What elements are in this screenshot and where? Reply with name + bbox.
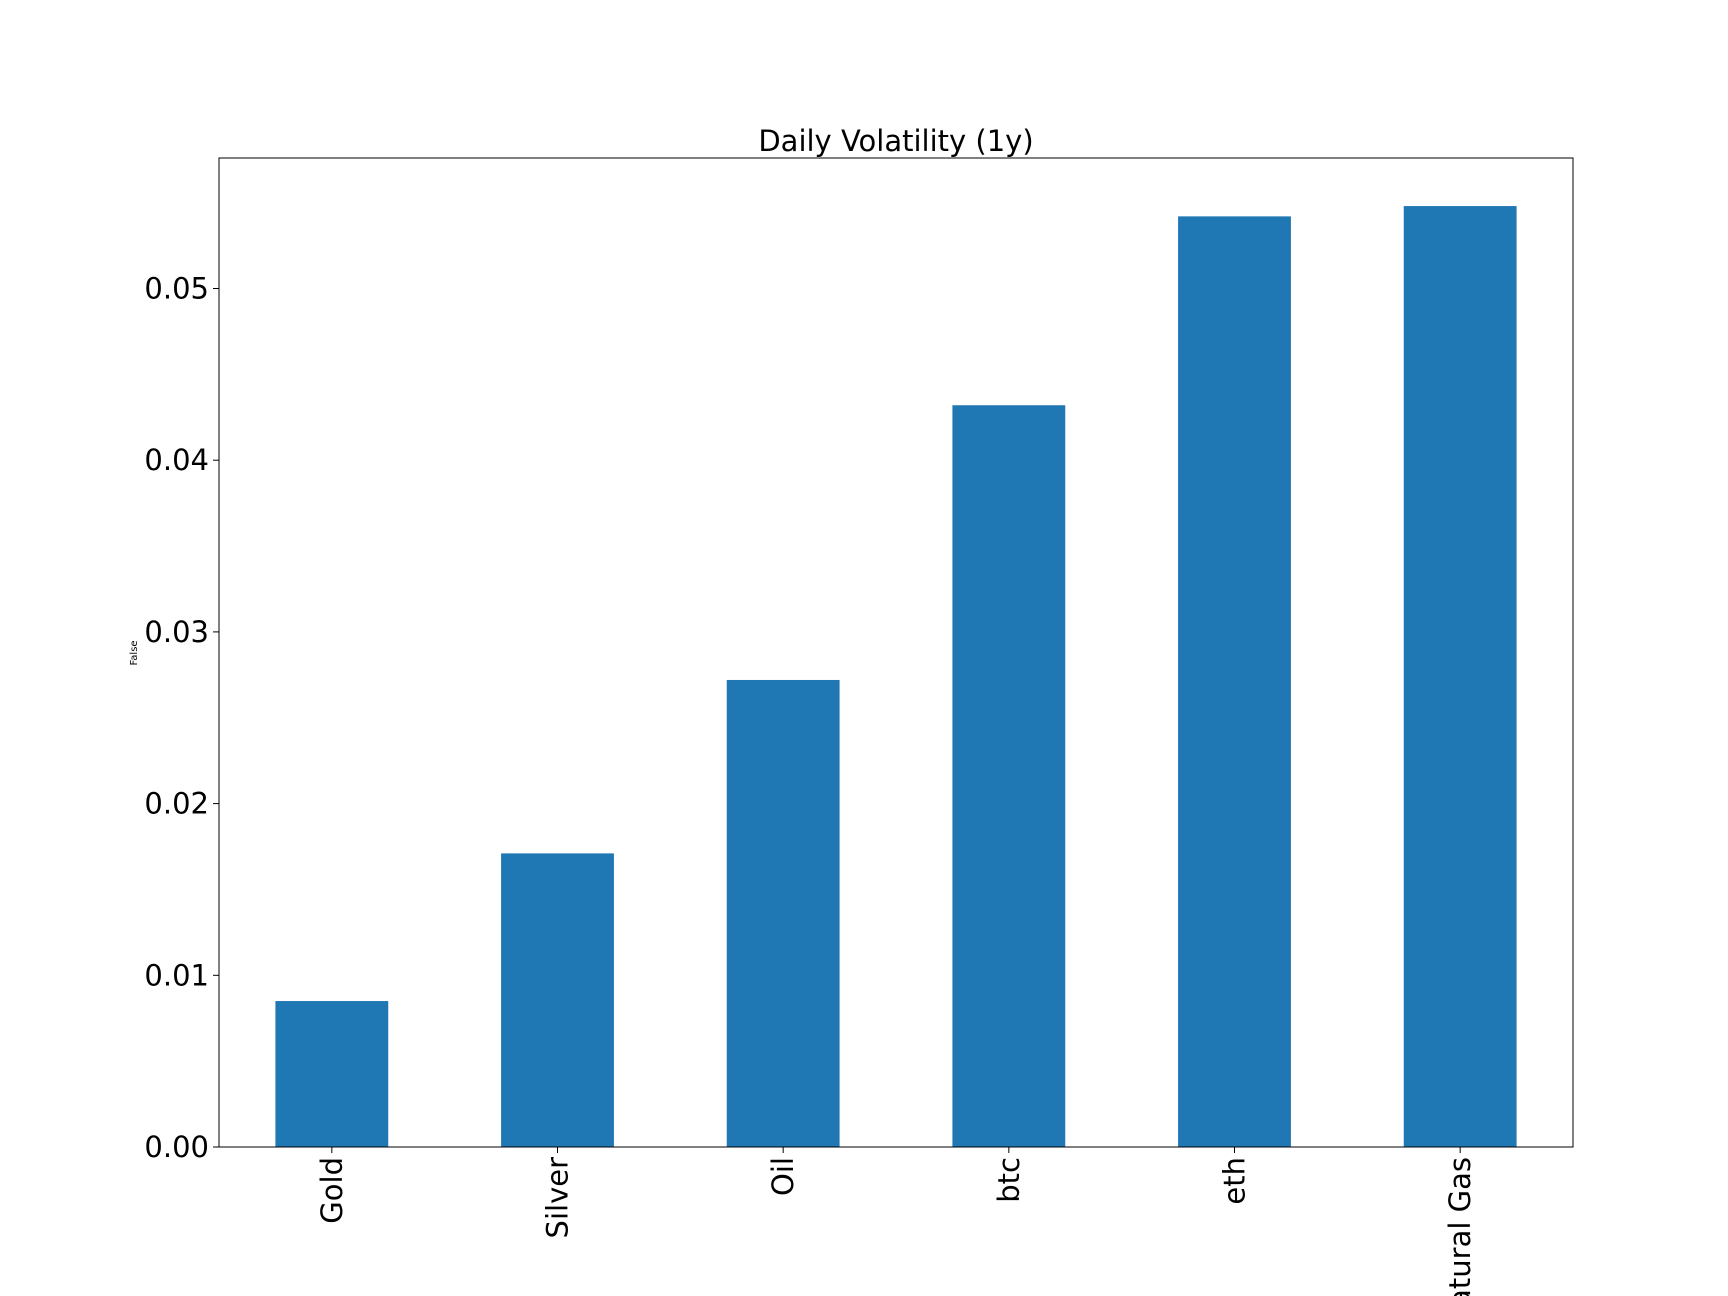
bar-btc [952,405,1066,1147]
x-tick-label-silver: Silver [541,1157,575,1239]
bar-eth [1178,216,1291,1147]
bar-natural-gas [1403,206,1517,1147]
y-axis-ticks: 0.00 0.01 0.02 0.03 0.04 0.05 [144,271,219,1164]
y-tick-label: 0.05 [144,271,209,305]
y-axis-label: False [129,640,140,665]
y-tick-label: 0.00 [144,1130,209,1164]
x-tick-label-oil: Oil [766,1157,800,1196]
y-tick-label: 0.02 [144,787,209,821]
bars-group [275,206,1517,1147]
y-tick-label: 0.04 [144,443,209,477]
x-tick-label-gold: Gold [315,1157,349,1224]
x-axis-ticks: Gold Silver Oil btc eth Natural Gas [315,1147,1477,1296]
bar-silver [501,853,614,1147]
x-tick-label-btc: btc [992,1157,1026,1203]
x-tick-label-natural-gas: Natural Gas [1443,1157,1477,1296]
y-tick-label: 0.01 [144,958,209,992]
bar-gold [275,1001,389,1147]
bar-oil [726,679,840,1147]
axes-frame [218,157,1574,1148]
x-tick-label-eth: eth [1218,1157,1252,1205]
chart-title: Daily Volatility (1y) [758,124,1033,158]
y-tick-label: 0.03 [144,615,209,649]
